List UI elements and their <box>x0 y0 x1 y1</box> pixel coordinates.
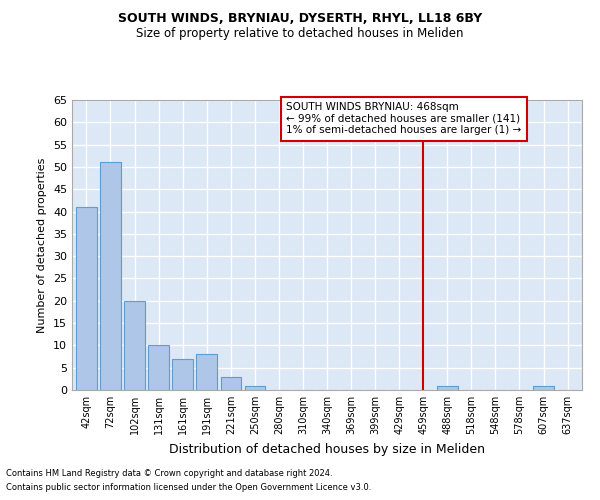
Bar <box>100 162 121 390</box>
Bar <box>245 386 265 390</box>
Text: SOUTH WINDS BRYNIAU: 468sqm
← 99% of detached houses are smaller (141)
1% of sem: SOUTH WINDS BRYNIAU: 468sqm ← 99% of det… <box>286 102 521 136</box>
Y-axis label: Number of detached properties: Number of detached properties <box>37 158 47 332</box>
Bar <box>437 386 458 390</box>
Bar <box>76 207 97 390</box>
X-axis label: Distribution of detached houses by size in Meliden: Distribution of detached houses by size … <box>169 442 485 456</box>
Text: Contains public sector information licensed under the Open Government Licence v3: Contains public sector information licen… <box>6 484 371 492</box>
Bar <box>221 376 241 390</box>
Bar <box>172 359 193 390</box>
Text: SOUTH WINDS, BRYNIAU, DYSERTH, RHYL, LL18 6BY: SOUTH WINDS, BRYNIAU, DYSERTH, RHYL, LL1… <box>118 12 482 26</box>
Bar <box>148 346 169 390</box>
Bar <box>533 386 554 390</box>
Text: Contains HM Land Registry data © Crown copyright and database right 2024.: Contains HM Land Registry data © Crown c… <box>6 468 332 477</box>
Bar <box>124 301 145 390</box>
Text: Size of property relative to detached houses in Meliden: Size of property relative to detached ho… <box>136 28 464 40</box>
Bar <box>196 354 217 390</box>
